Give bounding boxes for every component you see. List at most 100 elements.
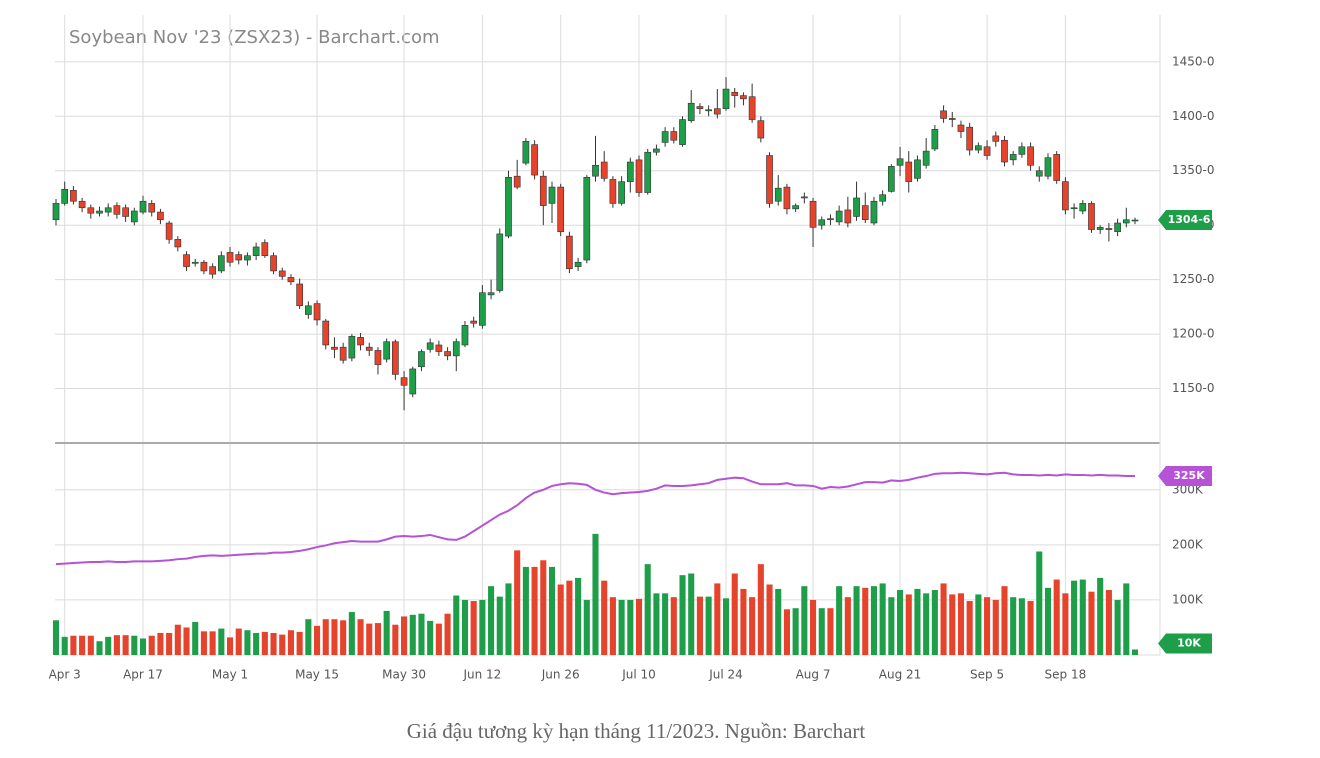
last-value-label: 10K — [1177, 636, 1201, 649]
volume-bar — [305, 619, 312, 655]
candle-body — [339, 346, 347, 361]
candle-body — [548, 186, 556, 204]
candle-body — [905, 161, 913, 182]
last-value-tag — [1158, 466, 1212, 487]
candle-body — [487, 292, 495, 296]
candle-body — [1053, 154, 1061, 181]
volume-bar — [809, 599, 817, 655]
x-tick-label: Apr 17 — [123, 668, 163, 682]
volume-bar — [479, 599, 486, 655]
volume-bar — [383, 610, 390, 655]
candle-body — [270, 255, 277, 272]
candle-body — [653, 148, 660, 153]
volume-bar — [392, 624, 399, 655]
candle-body — [870, 200, 878, 224]
candle-body — [705, 109, 712, 112]
candle-body — [78, 200, 86, 209]
volume-bar — [653, 593, 660, 655]
candle-body — [226, 252, 234, 263]
volume-bar — [244, 630, 251, 655]
volume-bar — [331, 619, 338, 655]
volume-bar — [957, 593, 965, 655]
volume-bar — [1036, 551, 1043, 655]
candle-body — [731, 92, 739, 96]
volume-bar — [270, 632, 277, 655]
candle-body — [444, 351, 451, 357]
volume-bar — [374, 623, 382, 655]
volume-bar — [461, 599, 469, 655]
volume-bar — [914, 588, 921, 655]
candle-body — [557, 186, 565, 233]
candle-body — [435, 344, 443, 352]
candle-body — [104, 207, 112, 213]
candle-body — [844, 209, 852, 224]
volume-bar — [505, 583, 512, 655]
candle-body — [1122, 219, 1130, 224]
volume-bar — [79, 635, 86, 655]
candle-body — [931, 129, 939, 150]
candle-body — [975, 145, 982, 151]
candle-body — [983, 146, 991, 156]
candle-body — [148, 203, 156, 213]
volume-bar — [453, 595, 460, 655]
volume-bar — [923, 593, 930, 655]
candle-body — [87, 207, 95, 214]
volume-bar — [940, 583, 947, 655]
volume-bar — [287, 630, 294, 655]
volume-bar — [113, 635, 120, 655]
volume-bar — [679, 575, 686, 655]
candle-body — [818, 219, 826, 226]
volume-bar — [226, 637, 234, 655]
candle-body — [592, 164, 599, 177]
candle-body — [418, 351, 425, 368]
candle-body — [331, 346, 338, 350]
volume-bar — [1027, 601, 1034, 655]
volume-bar — [366, 623, 373, 655]
candle-body — [957, 124, 965, 132]
candle-body — [1088, 203, 1095, 230]
volume-bar — [1105, 590, 1112, 655]
candle-body — [1035, 170, 1043, 177]
x-tick-label: Apr 3 — [49, 668, 81, 682]
candle-body — [661, 131, 669, 143]
candle-body — [626, 161, 634, 182]
volume-bar — [548, 566, 556, 655]
candle-body — [392, 341, 399, 375]
volume-bar — [566, 580, 573, 655]
volume-bar — [705, 596, 712, 655]
volume-bar — [139, 638, 147, 655]
candle-body — [531, 144, 538, 176]
candle-body — [165, 222, 173, 240]
volume-bar — [592, 533, 599, 655]
volume-bar — [827, 608, 834, 655]
volume-bar — [235, 628, 242, 655]
candle-body — [853, 197, 860, 217]
volume-bar — [61, 636, 68, 655]
volume-bar — [635, 598, 643, 655]
volume-bar — [879, 583, 886, 655]
volume-bar — [87, 635, 94, 655]
candle-body — [670, 131, 678, 141]
volume-bar — [514, 550, 521, 655]
x-tick-label: Jul 24 — [708, 668, 743, 682]
candle-body — [1070, 207, 1078, 210]
candle-body — [113, 205, 121, 215]
candle-body — [130, 210, 138, 223]
candle-body — [696, 106, 704, 109]
volume-bar — [949, 594, 956, 655]
volume-bar — [696, 596, 703, 655]
x-tick-label: Aug 7 — [796, 668, 831, 682]
volume-bar — [897, 590, 904, 655]
candle-body — [296, 283, 303, 307]
volume-bar — [618, 599, 625, 655]
candle-body — [992, 135, 1000, 142]
x-tick-label: Sep 5 — [970, 668, 1004, 682]
volume-bar — [1044, 587, 1052, 655]
volume-bar — [801, 586, 808, 655]
candle-body — [757, 120, 765, 139]
candle-body — [896, 158, 904, 166]
candle-body — [235, 254, 243, 261]
volume-bar — [844, 597, 851, 655]
volume-bar — [1097, 577, 1104, 655]
volume-bar — [1010, 597, 1017, 655]
